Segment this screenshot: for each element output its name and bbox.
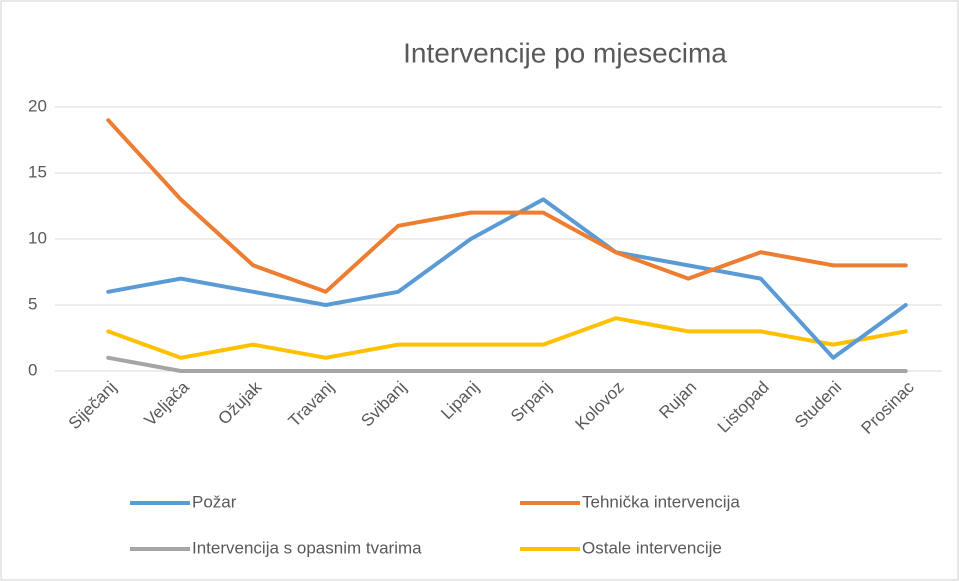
y-tick-label: 15 (28, 162, 47, 181)
legend-label: Ostale intervencije (582, 538, 722, 557)
series-line (106, 355, 908, 373)
series-line (106, 316, 908, 360)
y-tick-label: 10 (28, 228, 47, 247)
series-line (106, 118, 908, 294)
y-tick-label: 5 (28, 294, 37, 313)
y-tick-label: 0 (28, 360, 37, 379)
legend-label: Tehnička intervencija (582, 492, 740, 511)
legend-label: Požar (192, 492, 237, 511)
y-tick-label: 20 (28, 96, 47, 115)
legend-label: Intervencija s opasnim tvarima (192, 538, 422, 557)
chart-title: Intervencije po mjesecima (403, 37, 727, 68)
series-line (106, 197, 908, 360)
